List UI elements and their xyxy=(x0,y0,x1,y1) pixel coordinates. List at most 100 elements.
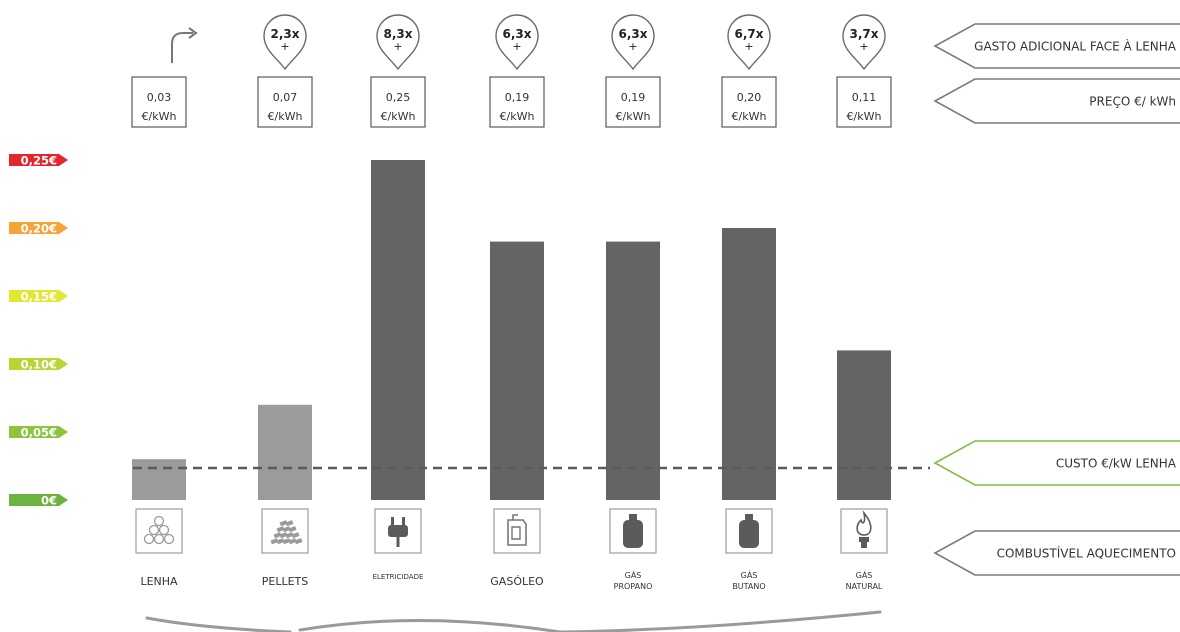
category-label-line: ELETRICIDADE xyxy=(373,573,424,581)
price-box: 0,03 €/kWh xyxy=(131,76,187,128)
pin-shape xyxy=(376,14,420,71)
side-label-frame xyxy=(933,23,1180,69)
bar xyxy=(371,160,425,500)
side-label-frame xyxy=(933,78,1180,124)
y-tick-text: 0,15€ xyxy=(21,290,57,304)
price-value: 0,20 xyxy=(737,91,762,104)
logs-icon xyxy=(135,508,183,554)
multiplier-pin: 3,7x+ xyxy=(842,14,886,71)
y-tick-badge xyxy=(9,358,68,370)
category-label-line: GÁS xyxy=(741,569,758,580)
gas-bottle-icon xyxy=(725,508,773,554)
bottom-arc-right xyxy=(298,610,882,632)
multiplier-plus: + xyxy=(628,40,637,53)
multiplier-value: 8,3x xyxy=(384,27,413,41)
y-tick-label: 0,25€ xyxy=(9,154,68,168)
price-box-frame xyxy=(370,76,426,128)
price-box: 0,20 €/kWh xyxy=(721,76,777,128)
multiplier-value: 2,3x xyxy=(271,27,300,41)
side-label-main: PREÇO xyxy=(1089,95,1134,109)
multiplier-value: 6,7x xyxy=(735,27,764,41)
price-value: 0,11 xyxy=(852,91,877,104)
y-tick-badge xyxy=(9,494,68,506)
multiplier-value: 3,7x xyxy=(850,27,879,41)
bar xyxy=(722,228,776,500)
price-unit: €/kWh xyxy=(500,110,535,123)
price-unit: €/kWh xyxy=(268,110,303,123)
price-unit: €/kWh xyxy=(616,110,651,123)
bar xyxy=(132,459,186,500)
price-value: 0,07 xyxy=(273,91,298,104)
category-label: GÁS PROPANO xyxy=(614,569,653,591)
multiplier-pin: 6,3x+ xyxy=(495,14,539,71)
category-label: ELETRICIDADE xyxy=(373,573,424,581)
multiplier-pin: 6,3x+ xyxy=(611,14,655,71)
side-label-extra-cost: GASTO ADICIONAL FACE À LENHA xyxy=(933,23,1180,69)
y-tick-label: 0,05€ xyxy=(9,426,68,440)
price-box-frame xyxy=(605,76,661,128)
price-box: 0,19 €/kWh xyxy=(605,76,661,128)
category-label: LENHA xyxy=(140,575,178,588)
price-box-frame xyxy=(721,76,777,128)
plug-icon xyxy=(374,508,422,554)
y-tick-badge xyxy=(9,426,68,438)
multiplier-pin: 6,7x+ xyxy=(727,14,771,71)
y-tick-label: 0,15€ xyxy=(9,290,68,304)
y-tick-text: 0,20€ xyxy=(21,222,57,236)
bar xyxy=(490,241,544,500)
category-label-line: BUTANO xyxy=(732,582,765,591)
pin-shape xyxy=(495,14,539,71)
price-unit: €/kWh xyxy=(381,110,416,123)
price-value: 0,19 xyxy=(505,91,530,104)
side-label-text: GASTO ADICIONAL FACE À LENHA xyxy=(974,39,1177,54)
price-value: 0,25 xyxy=(386,91,411,104)
side-label-text: COMBUSTÍVEL AQUECIMENTO xyxy=(997,546,1176,561)
side-label-price: PREÇO €/ kWh xyxy=(933,78,1180,124)
side-label-unit: €/ kWh xyxy=(1134,95,1176,109)
y-tick-label: 0,10€ xyxy=(9,358,68,372)
side-label-frame xyxy=(933,530,1180,576)
y-tick-badge xyxy=(9,154,68,166)
y-tick-label: 0,20€ xyxy=(9,222,68,236)
multiplier-plus: + xyxy=(744,40,753,53)
price-value: 0,03 xyxy=(147,91,172,104)
category-label-line: GÁS xyxy=(856,569,873,580)
category-label: GÁS NATURAL xyxy=(846,569,883,591)
price-unit: €/kWh xyxy=(142,110,177,123)
price-value: 0,19 xyxy=(621,91,646,104)
multiplier-plus: + xyxy=(393,40,402,53)
y-tick-badge xyxy=(9,290,68,302)
bar xyxy=(258,404,312,500)
side-label-firewood-cost: CUSTO €/kW LENHA xyxy=(933,440,1180,486)
y-tick-text: 0€ xyxy=(41,494,57,508)
category-label-line: LENHA xyxy=(140,575,178,588)
y-tick-label: 0€ xyxy=(9,494,68,508)
price-box: 0,07 €/kWh xyxy=(257,76,313,128)
category-label-line: GASÓLEO xyxy=(490,575,544,588)
price-box-frame xyxy=(257,76,313,128)
price-unit: €/kWh xyxy=(847,110,882,123)
category-label-line: PROPANO xyxy=(614,582,653,591)
multiplier-value: 6,3x xyxy=(503,27,532,41)
side-label-text: PREÇO €/ kWh xyxy=(1089,95,1176,109)
price-unit: €/kWh xyxy=(732,110,767,123)
gas-bottle-icon xyxy=(609,508,657,554)
curved-arrow-icon xyxy=(171,27,198,63)
pin-shape xyxy=(727,14,771,71)
multiplier-plus: + xyxy=(512,40,521,53)
category-label: GÁS BUTANO xyxy=(732,569,765,591)
price-box: 0,25 €/kWh xyxy=(370,76,426,128)
side-label-frame xyxy=(933,440,1180,486)
flame-icon xyxy=(840,508,888,554)
category-label: PELLETS xyxy=(262,575,309,588)
pellets-icon xyxy=(261,508,309,554)
price-box: 0,11 €/kWh xyxy=(836,76,892,128)
price-box-frame xyxy=(131,76,187,128)
multiplier-pin: 8,3x+ xyxy=(376,14,420,71)
price-box-frame xyxy=(489,76,545,128)
category-label: GASÓLEO xyxy=(490,575,544,588)
y-tick-text: 0,05€ xyxy=(21,426,57,440)
y-tick-text: 0,10€ xyxy=(21,358,57,372)
pin-shape xyxy=(263,14,307,71)
